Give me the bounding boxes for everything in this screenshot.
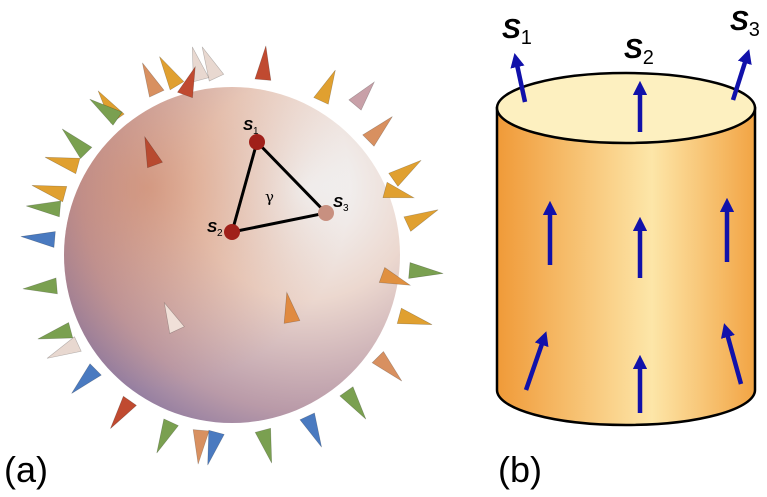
spin-label: S2 bbox=[624, 33, 654, 69]
spin-cone bbox=[409, 263, 444, 279]
cylinder-body bbox=[497, 108, 755, 425]
panel-label: (a) bbox=[4, 449, 48, 490]
spin-cone bbox=[23, 278, 58, 294]
spin-cone bbox=[45, 157, 80, 174]
spin-label: S3 bbox=[730, 5, 760, 41]
spin-cone bbox=[363, 117, 393, 147]
figure: S1 S2 S3 γ (a) S1 S2 S3 (b) bbox=[0, 0, 767, 497]
spin-cone bbox=[404, 210, 438, 232]
spin-cone bbox=[72, 364, 102, 394]
spin-cone bbox=[389, 160, 421, 186]
spin-cone bbox=[372, 351, 402, 381]
spin-cone bbox=[38, 322, 73, 339]
panel-label: (b) bbox=[498, 449, 542, 490]
spin-cone bbox=[32, 185, 67, 202]
spin-cone bbox=[142, 63, 164, 97]
spin-cone bbox=[21, 232, 56, 248]
spin-cone bbox=[157, 419, 179, 453]
spin-cone bbox=[340, 387, 366, 419]
spin-cone bbox=[208, 430, 225, 465]
spin-cone bbox=[300, 413, 322, 447]
angle-label: γ bbox=[265, 188, 274, 206]
spin-cone bbox=[47, 337, 81, 359]
spin-cone bbox=[397, 308, 432, 325]
spin-cone bbox=[255, 46, 271, 81]
cylinder-top bbox=[497, 73, 755, 143]
spin-label: S1 bbox=[502, 13, 532, 49]
spin-point bbox=[318, 205, 334, 221]
spin-cone bbox=[349, 82, 374, 110]
sphere-shade bbox=[64, 87, 400, 423]
spin-cone bbox=[110, 396, 136, 428]
spin-point bbox=[224, 224, 240, 240]
spin-cone bbox=[159, 57, 183, 90]
spin-cone bbox=[26, 201, 61, 217]
spin-cone bbox=[62, 129, 92, 159]
spin-cone bbox=[193, 430, 209, 465]
spin-cone bbox=[255, 428, 272, 463]
spin-cone bbox=[314, 70, 336, 104]
